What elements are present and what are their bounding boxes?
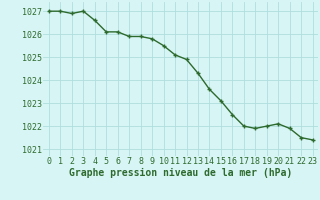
X-axis label: Graphe pression niveau de la mer (hPa): Graphe pression niveau de la mer (hPa) <box>69 168 292 178</box>
